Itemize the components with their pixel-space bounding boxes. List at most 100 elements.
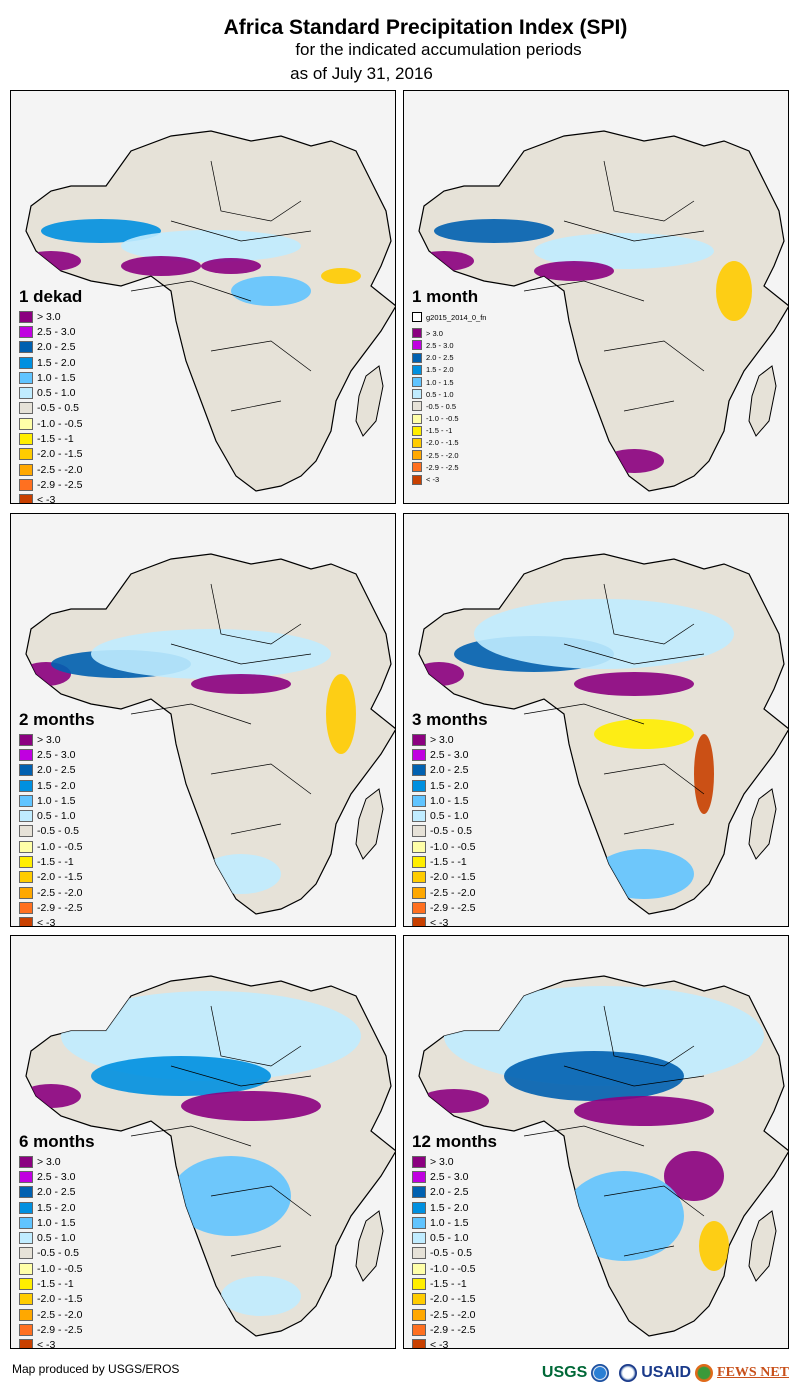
- legend-swatch: [19, 901, 33, 914]
- map-date: as of July 31, 2016: [290, 64, 433, 83]
- legend-item: -0.5 - 0.5: [19, 824, 83, 839]
- legend-item: -1.0 - -0.5: [19, 416, 83, 431]
- madagascar-outline: [748, 788, 777, 860]
- legend-swatch: [412, 1186, 426, 1199]
- legend-swatch: [412, 748, 426, 761]
- legend-label: < -3: [426, 475, 440, 485]
- legend-item: > 3.0: [19, 309, 83, 324]
- legend-swatch: [19, 341, 33, 354]
- spi-anomaly-region: [26, 251, 81, 271]
- legend-label: 1.5 - 2.0: [430, 779, 469, 792]
- legend-label: 2.5 - 3.0: [430, 748, 469, 761]
- spi-anomaly-region: [61, 991, 361, 1081]
- legend-swatch: [412, 810, 426, 823]
- legend-label: -2.5 - -2.0: [37, 1308, 83, 1321]
- legend-swatch: [19, 1278, 33, 1291]
- panel-title: 1 dekad: [19, 287, 83, 306]
- legend-swatch: [19, 856, 33, 869]
- legend-item: < -3: [412, 473, 486, 485]
- map-panel-1-month: 1 month g2015_2014_0_fn > 3.0 2.5 - 3.0 2.0 …: [403, 90, 789, 504]
- legend-label: -2.5 - -2.0: [37, 463, 83, 476]
- legend-label: > 3.0: [430, 1155, 454, 1168]
- spi-anomaly-region: [716, 261, 752, 321]
- legend-item: 2.5 - 3.0: [412, 339, 486, 351]
- legend-swatch: [19, 371, 33, 384]
- legend-item: -2.5 - -2.0: [412, 1307, 476, 1322]
- legend-label: 2.5 - 3.0: [37, 1170, 76, 1183]
- legend-item: 0.5 - 1.0: [412, 388, 486, 400]
- africa-map: [418, 975, 788, 1337]
- map-title: Africa Standard Precipitation Index (SPI…: [223, 16, 628, 39]
- legend-label: g2015_2014_0_fn: [426, 312, 487, 322]
- spi-anomaly-region: [419, 251, 474, 271]
- legend-swatch: [19, 810, 33, 823]
- legend-item: 2.5 - 3.0: [412, 747, 476, 762]
- madagascar-outline: [748, 365, 777, 437]
- legend-item: 1.0 - 1.5: [19, 1215, 83, 1230]
- legend-item: -2.9 - -2.5: [412, 900, 476, 915]
- legend-swatch: [19, 871, 33, 884]
- country-borders: [523, 583, 705, 835]
- legend-swatch: [412, 1323, 426, 1336]
- legend-swatch: [412, 856, 426, 869]
- legend-swatch: [19, 779, 33, 792]
- legend-item: -1.5 - -1: [412, 854, 476, 869]
- legend-swatch: [19, 1247, 33, 1260]
- legend-label: 1.0 - 1.5: [37, 371, 76, 384]
- legend-label: 0.5 - 1.0: [37, 810, 76, 823]
- legend-item: 0.5 - 1.0: [19, 808, 83, 823]
- africa-map: [418, 130, 788, 492]
- legend-item: -1.0 - -0.5: [412, 413, 486, 425]
- spi-anomaly-region: [121, 256, 201, 276]
- map-panel-1-dekad: 1 dekad > 3.0 2.5 - 3.0 2.0 - 2.5 1.5 - 2.0 1…: [10, 90, 396, 504]
- spi-anomaly-region: [534, 261, 614, 281]
- legend-swatch: [412, 825, 426, 838]
- legend-swatch: [19, 402, 33, 415]
- legend: > 3.0 2.5 - 3.0 2.0 - 2.5 1.5 - 2.0 1.0 - 1.…: [19, 1154, 83, 1348]
- legend-item: -1.5 - -1: [19, 431, 83, 446]
- legend-item: 0.5 - 1.0: [19, 1230, 83, 1245]
- legend-item: 1.0 - 1.5: [412, 376, 486, 388]
- legend-item: < -3: [412, 1338, 476, 1348]
- legend-swatch: [412, 1293, 426, 1306]
- legend-item: 1.5 - 2.0: [412, 1200, 476, 1215]
- legend-item: 2.0 - 2.5: [412, 763, 476, 778]
- legend-label: -1.0 - -0.5: [37, 417, 83, 430]
- panel-title: 1 month: [412, 287, 479, 306]
- legend-item: > 3.0: [412, 732, 476, 747]
- madagascar-outline: [355, 788, 384, 860]
- spi-anomaly-region: [594, 849, 694, 899]
- legend-swatch: [19, 748, 33, 761]
- legend-label: > 3.0: [37, 1155, 61, 1168]
- legend-swatch: [412, 794, 426, 807]
- legend-item: 1.0 - 1.5: [19, 793, 83, 808]
- legend-item: -0.5 - 0.5: [412, 400, 486, 412]
- legend-label: > 3.0: [37, 310, 61, 323]
- legend-item: 0.5 - 1.0: [412, 808, 476, 823]
- spi-anomaly-region: [231, 276, 311, 306]
- legend-item: 0.5 - 1.0: [19, 385, 83, 400]
- legend-label: > 3.0: [37, 733, 61, 746]
- panel-title: 3 months: [412, 710, 488, 729]
- legend-label: 1.5 - 2.0: [430, 1201, 469, 1214]
- noaa-logo-icon: [591, 1364, 610, 1382]
- legend-item: -0.5 - 0.5: [412, 824, 476, 839]
- legend-label: -1.5 - -1: [426, 426, 453, 436]
- legend-label: 0.5 - 1.0: [430, 1232, 469, 1245]
- legend-label: -0.5 - 0.5: [430, 1247, 473, 1260]
- legend-swatch: [19, 1201, 33, 1214]
- map-panel-2-months: 2 months > 3.0 2.5 - 3.0 2.0 - 2.5 1.5 - 2.0…: [10, 513, 396, 927]
- legend-label: -2.9 - -2.5: [37, 1323, 83, 1336]
- spi-anomaly-region: [594, 719, 694, 749]
- legend-label: -0.5 - 0.5: [430, 825, 473, 838]
- legend-swatch: [412, 1278, 426, 1291]
- legend-swatch: [19, 448, 33, 461]
- legend-label: 2.0 - 2.5: [430, 1186, 469, 1199]
- legend-item: 1.5 - 2.0: [19, 1200, 83, 1215]
- legend-label: 0.5 - 1.0: [37, 1232, 76, 1245]
- legend-swatch: [412, 328, 422, 339]
- legend-swatch: [19, 794, 33, 807]
- legend-item: -2.9 - -2.5: [19, 1322, 83, 1337]
- country-borders: [130, 583, 312, 835]
- legend-item: -2.0 - -1.5: [19, 1292, 83, 1307]
